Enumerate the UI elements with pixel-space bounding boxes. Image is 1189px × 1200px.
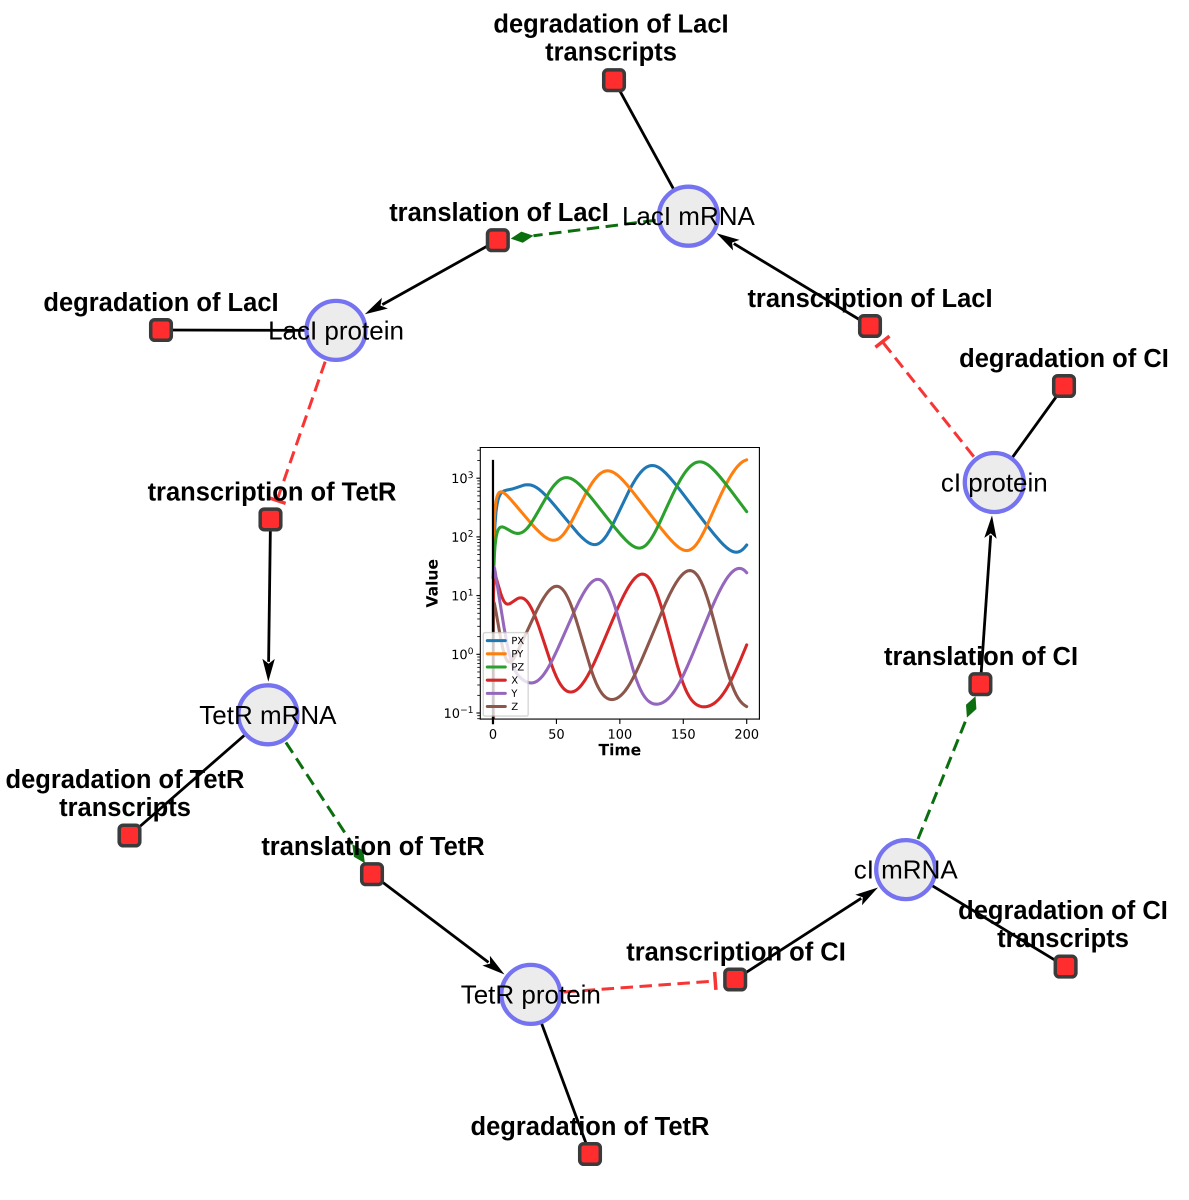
- svg-text:degradation of TetR: degradation of TetR: [6, 766, 245, 794]
- svg-text:transcripts: transcripts: [59, 794, 191, 822]
- svg-text:transcription of LacI: transcription of LacI: [747, 285, 992, 313]
- svg-text:translation of LacI: translation of LacI: [389, 199, 609, 227]
- svg-text:LacI mRNA: LacI mRNA: [622, 201, 756, 231]
- svg-text:degradation of CI: degradation of CI: [958, 897, 1168, 925]
- svg-text:transcription of TetR: transcription of TetR: [148, 478, 397, 506]
- svg-text:transcripts: transcripts: [997, 925, 1129, 953]
- svg-text:transcripts: transcripts: [545, 39, 677, 67]
- svg-text:cI protein: cI protein: [941, 468, 1048, 498]
- svg-text:degradation of TetR: degradation of TetR: [471, 1113, 710, 1141]
- svg-text:translation of TetR: translation of TetR: [261, 833, 484, 861]
- svg-text:TetR protein: TetR protein: [461, 979, 601, 1009]
- svg-text:translation of CI: translation of CI: [884, 643, 1078, 671]
- svg-text:degradation of LacI: degradation of LacI: [43, 289, 278, 317]
- svg-text:degradation of LacI: degradation of LacI: [493, 11, 728, 39]
- svg-text:TetR mRNA: TetR mRNA: [199, 700, 337, 730]
- svg-text:cI mRNA: cI mRNA: [854, 855, 959, 885]
- svg-text:degradation of CI: degradation of CI: [959, 345, 1169, 373]
- svg-text:LacI protein: LacI protein: [268, 315, 404, 345]
- svg-text:transcription of CI: transcription of CI: [626, 939, 846, 967]
